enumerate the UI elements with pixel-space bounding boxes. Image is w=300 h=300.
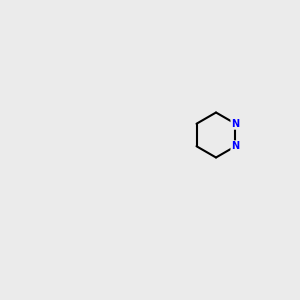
Text: N: N	[231, 141, 239, 151]
Text: N: N	[231, 119, 239, 129]
